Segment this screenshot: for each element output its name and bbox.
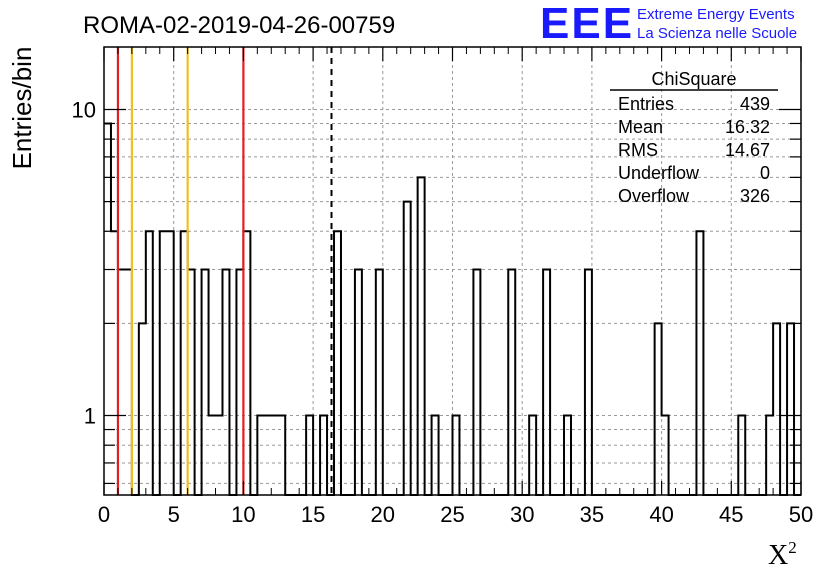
x-tick-label: 15 <box>301 502 325 527</box>
marker-lines <box>116 47 333 495</box>
x-tick-label: 25 <box>440 502 464 527</box>
x-tick-label: 20 <box>371 502 395 527</box>
stats-label-mean: Mean <box>618 117 663 137</box>
x-axis-label-main: X <box>768 540 788 571</box>
axis-ticks: 0 5 10 15 20 25 30 35 40 45 50 1 10 <box>72 47 813 527</box>
stats-title: ChiSquare <box>651 69 736 89</box>
stats-box: ChiSquare Entries 439 Mean 16.32 RMS 14.… <box>610 69 778 206</box>
y-tick-label: 10 <box>72 97 96 122</box>
stats-value-entries: 439 <box>740 94 770 114</box>
stats-label-underflow: Underflow <box>618 163 700 183</box>
x-tick-label: 30 <box>510 502 534 527</box>
stats-label-overflow: Overflow <box>618 186 690 206</box>
brand-line-2: La Scienza nelle Scuole <box>637 25 797 42</box>
stats-label-rms: RMS <box>618 140 658 160</box>
stats-value-rms: 14.67 <box>725 140 770 160</box>
stats-value-overflow: 326 <box>740 186 770 206</box>
stats-value-mean: 16.32 <box>725 117 770 137</box>
y-axis-label: Entries/bin <box>7 47 37 170</box>
chart-title: ROMA-02-2019-04-26-00759 <box>83 12 395 39</box>
x-axis-label: X2 <box>768 538 797 571</box>
stats-label-entries: Entries <box>618 94 674 114</box>
x-tick-label: 35 <box>580 502 604 527</box>
x-tick-label: 50 <box>789 502 813 527</box>
y-tick-label: 1 <box>84 404 96 429</box>
x-axis-label-superscript: 2 <box>788 538 797 557</box>
x-tick-label: 10 <box>231 502 255 527</box>
stats-value-underflow: 0 <box>760 163 770 183</box>
x-tick-label: 5 <box>168 502 180 527</box>
brand-line-1: Extreme Energy Events <box>637 6 795 23</box>
eee-logo: EEE <box>540 0 634 48</box>
x-tick-label: 0 <box>98 502 110 527</box>
x-tick-label: 45 <box>719 502 743 527</box>
x-tick-label: 40 <box>649 502 673 527</box>
